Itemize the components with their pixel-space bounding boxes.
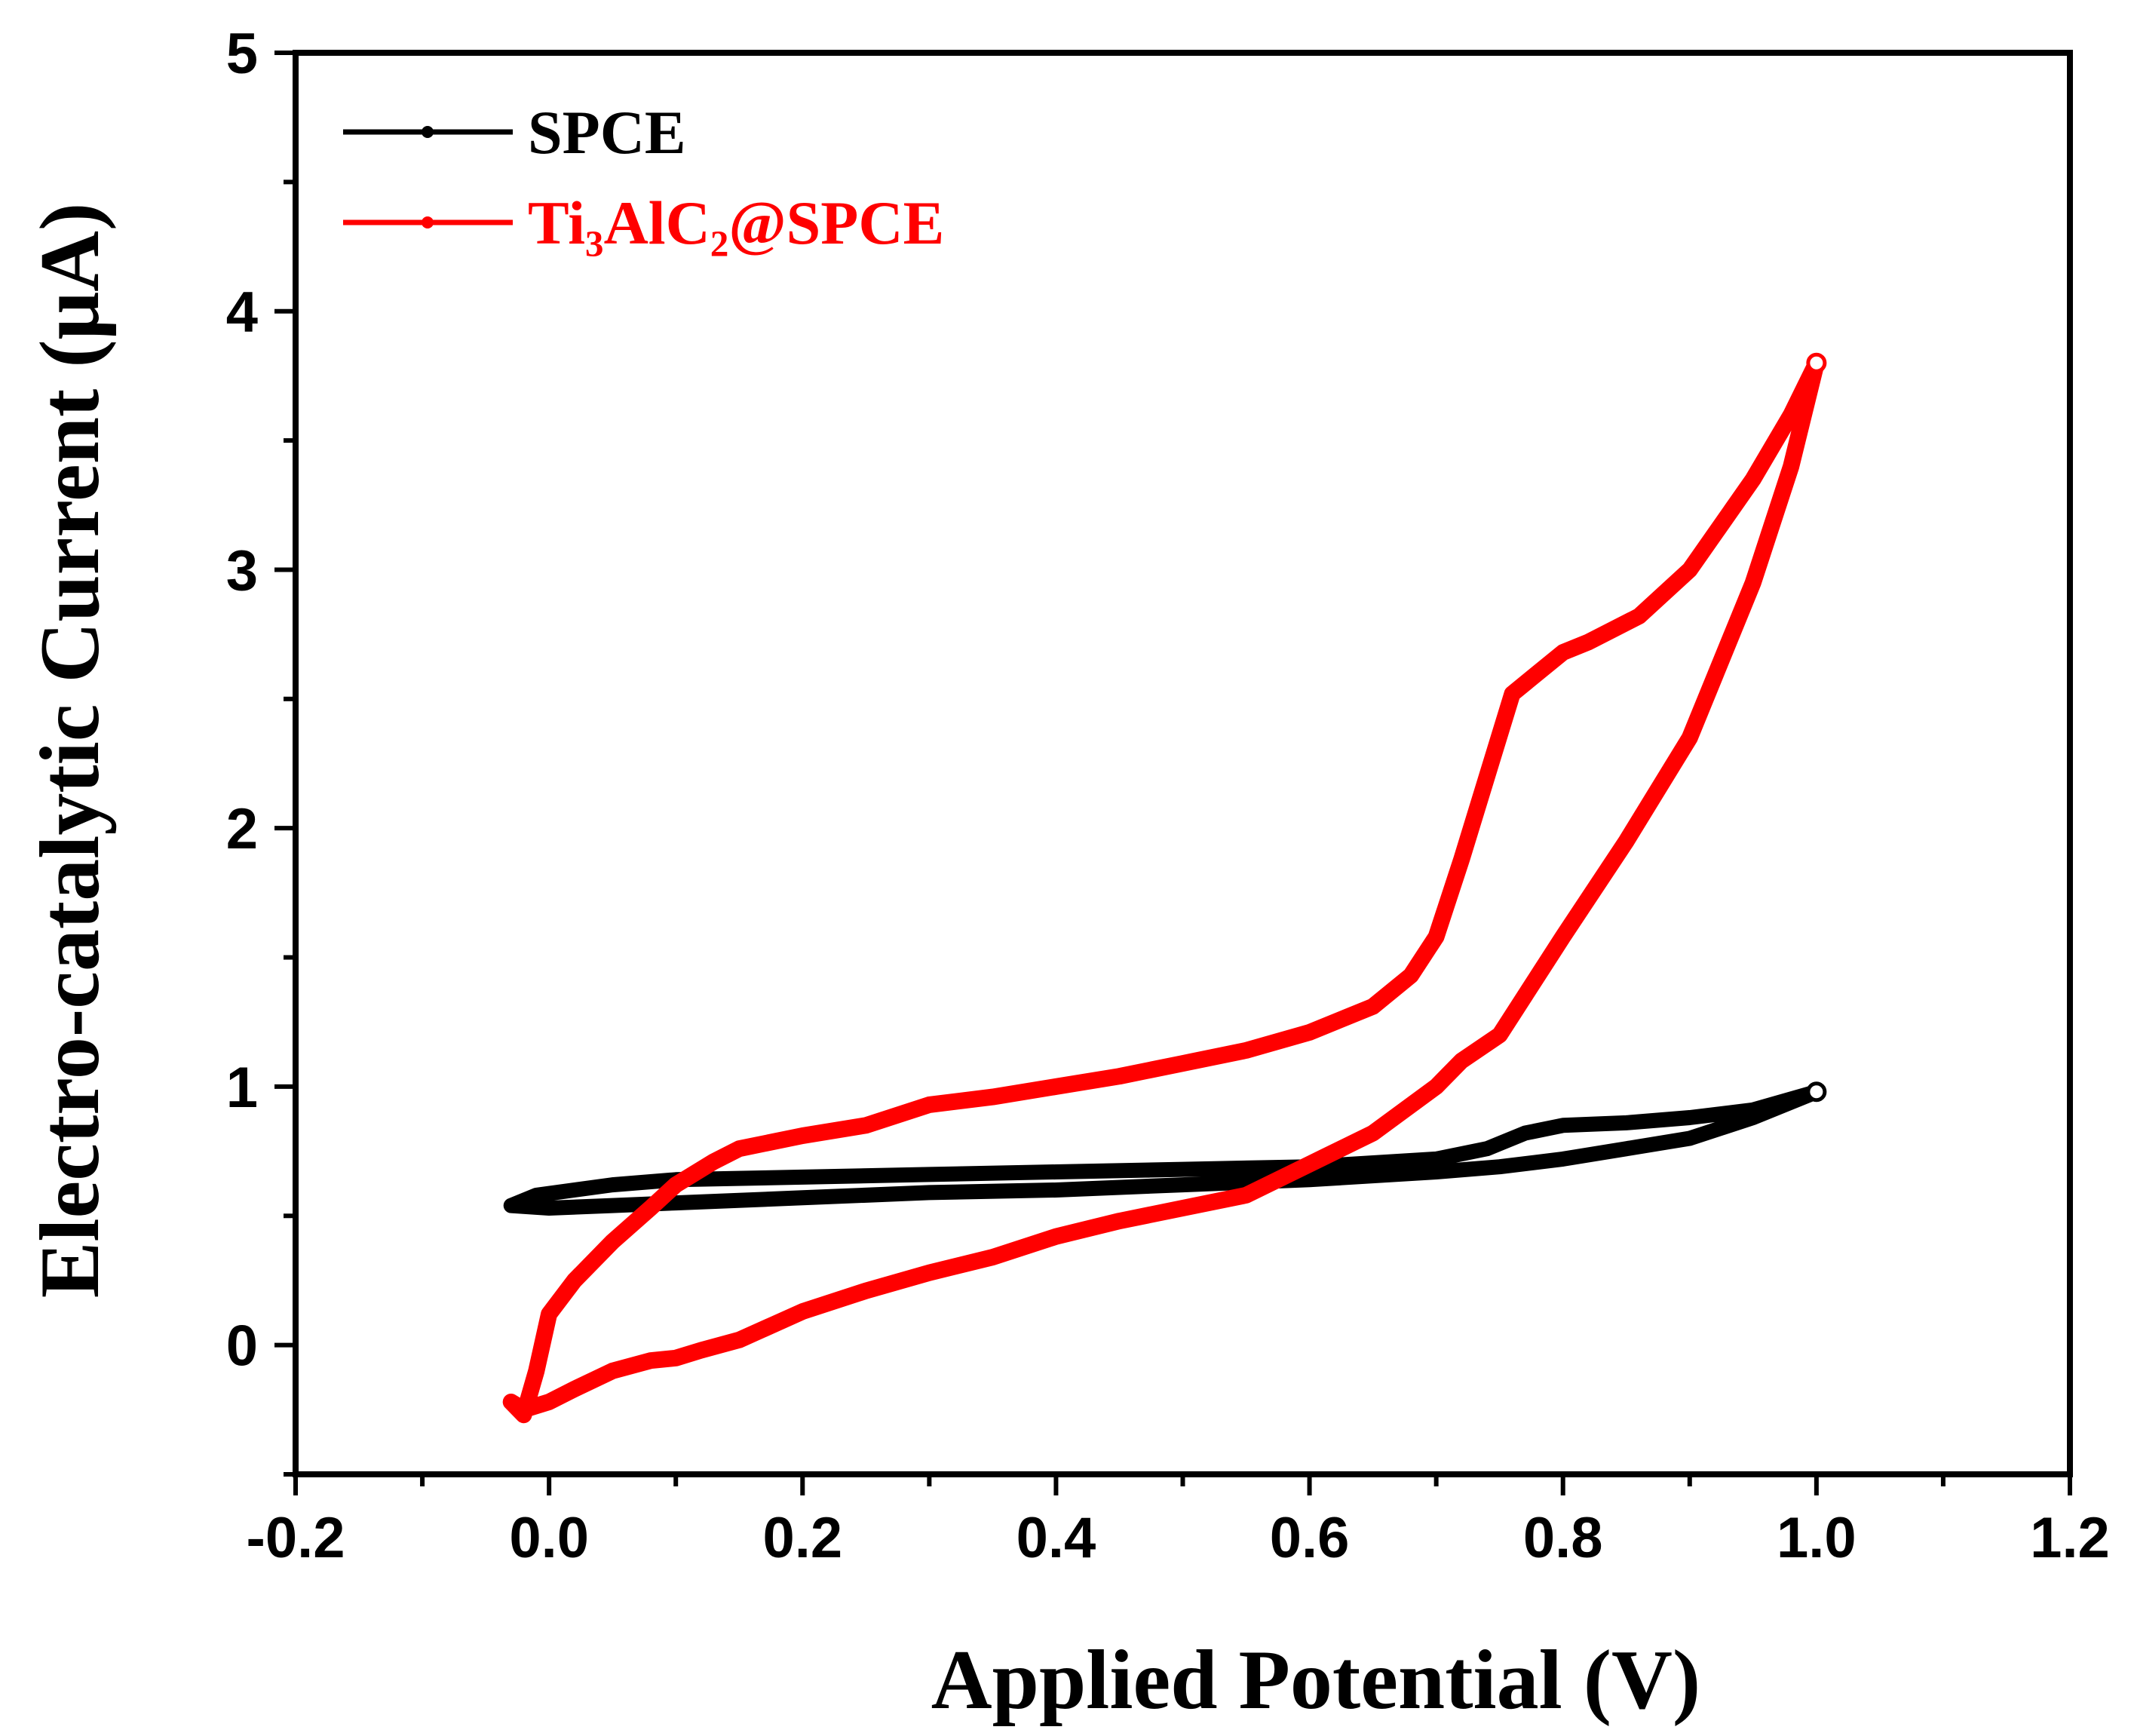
series-vertex-spce (1806, 1081, 1827, 1103)
x-tick-label: 0.4 (1016, 1506, 1096, 1570)
y-tick-label: 0 (226, 1314, 258, 1379)
series-line-spce (503, 1084, 1824, 1216)
x-tick-label: 0.0 (509, 1506, 589, 1570)
x-axis: -0.2 0.0 0.2 0.4 0.6 0.8 1.0 1.2 (247, 1474, 2110, 1570)
x-axis-title: Applied Potential (V) (931, 1633, 1700, 1727)
legend-item-spce: SPCE (343, 98, 686, 167)
legend-label-ti3alc2-spce: Ti₃AlC₂@SPCE (528, 189, 944, 257)
x-tick-label: 1.2 (2030, 1506, 2110, 1570)
x-tick-label: 0.2 (762, 1506, 842, 1570)
y-axis-title: Electro-catalytic Current (μA) (23, 203, 117, 1299)
series-layer (502, 352, 1827, 1424)
x-tick-label: 0.8 (1523, 1506, 1603, 1570)
x-tick-label: 1.0 (1777, 1506, 1857, 1570)
plot-frame (293, 50, 2073, 1477)
legend-item-ti3alc2-spce: Ti₃AlC₂@SPCE (343, 189, 944, 257)
y-tick-label: 3 (226, 538, 258, 603)
series-vertex-ti3alc2-spce (1806, 352, 1827, 373)
y-tick-label: 4 (226, 281, 258, 345)
y-tick-label: 1 (226, 1056, 258, 1120)
y-tick-label: 2 (226, 797, 258, 861)
x-tick-label: -0.2 (247, 1506, 345, 1570)
y-axis: 0 1 2 3 4 5 (226, 22, 296, 1477)
x-tick-label: 0.6 (1270, 1506, 1350, 1570)
y-tick-label: 5 (226, 22, 258, 86)
legend-label-spce: SPCE (528, 98, 686, 167)
plot-border (293, 50, 2073, 1477)
series-line-ti3alc2-spce (502, 354, 1825, 1424)
legend: SPCE Ti₃AlC₂@SPCE (343, 98, 944, 257)
legend-marker-spce (422, 126, 434, 138)
legend-marker-ti3alc2-spce (422, 216, 434, 229)
